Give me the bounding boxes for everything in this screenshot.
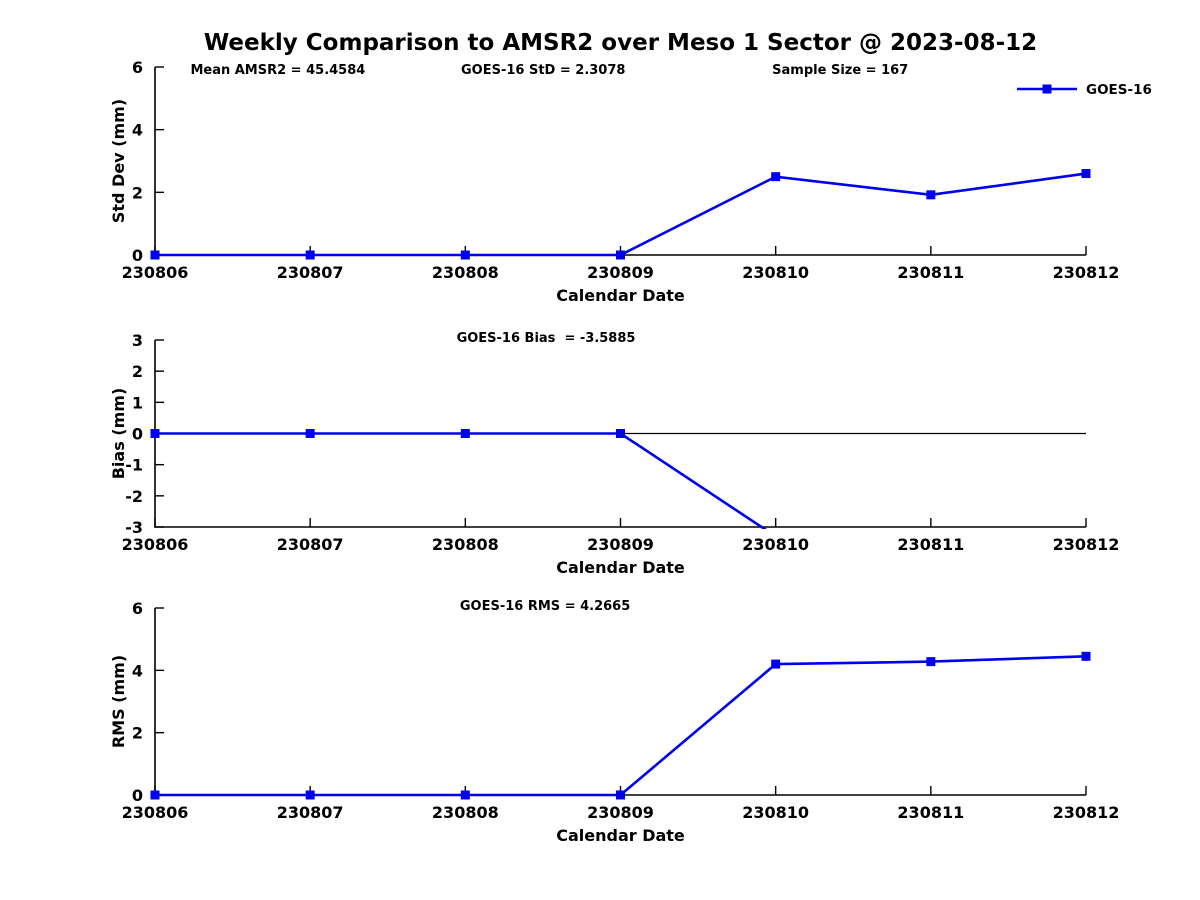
data-point-marker <box>150 250 160 260</box>
y-tick-label: 6 <box>132 599 143 618</box>
x-tick-label: 230809 <box>587 803 654 822</box>
data-point-marker <box>150 429 160 438</box>
y-tick-label: 1 <box>132 393 143 412</box>
axes-frame <box>154 608 1086 796</box>
annotation: GOES-16 StD = 2.3078 <box>461 63 625 78</box>
data-point-marker <box>460 250 470 260</box>
x-tick-label: 230810 <box>742 263 809 282</box>
annotation: Mean AMSR2 = 45.4584 <box>190 63 365 78</box>
x-tick-label: 230811 <box>897 263 964 282</box>
subplot-stddev: 0 2 4 6 230806 230807 230808 230809 230810 230811… <box>109 58 1152 305</box>
x-tick-label: 230808 <box>432 803 499 822</box>
x-tick-label: 230811 <box>897 803 964 822</box>
y-tick-label: 4 <box>132 121 143 140</box>
y-tick-label: 0 <box>132 425 143 444</box>
x-tick-label: 230810 <box>742 803 809 822</box>
data-point-marker <box>1081 169 1091 179</box>
x-tick-label: 230811 <box>897 535 964 554</box>
data-line <box>155 172 1087 257</box>
data-point-marker <box>926 190 936 200</box>
data-point-marker <box>1081 651 1091 661</box>
subplot-rms: 0 2 4 6 230806 230807 230808 230809 230810 230811… <box>109 599 1119 845</box>
data-point-marker <box>771 172 781 182</box>
data-point-marker <box>150 790 160 800</box>
y-tick-label: 2 <box>132 183 143 202</box>
annotation: GOES-16 RMS = 4.2665 <box>460 599 630 614</box>
x-tick-label: 230808 <box>432 535 499 554</box>
x-tick-label: 230806 <box>122 803 189 822</box>
x-tick-label: 230807 <box>277 263 344 282</box>
x-tick-label: 230808 <box>432 263 499 282</box>
data-point-marker <box>926 657 936 667</box>
legend: GOES-16 <box>1017 82 1152 98</box>
y-tick-label: 0 <box>132 786 143 805</box>
x-axis-label: Calendar Date <box>556 826 685 845</box>
y-tick-label: 2 <box>132 724 143 743</box>
annotation: GOES-16 Bias = -3.5885 <box>457 331 636 346</box>
x-axis-label: Calendar Date <box>556 286 685 305</box>
data-point-marker <box>616 429 625 438</box>
y-tick-label: 0 <box>132 246 143 265</box>
figure-title: Weekly Comparison to AMSR2 over Meso 1 S… <box>203 30 1038 56</box>
x-tick-label: 230809 <box>587 263 654 282</box>
data-point-marker <box>616 790 625 800</box>
y-tick-label: -3 <box>125 518 143 537</box>
x-tick-label: 230807 <box>277 803 344 822</box>
subplot-bias: -3 -2 -1 0 1 2 3 230806 230807 230808 230809 230810… <box>109 331 1119 577</box>
data-point-marker <box>616 250 625 260</box>
x-axis-label: Calendar Date <box>556 558 685 577</box>
y-tick-label: 6 <box>132 58 143 77</box>
y-tick-label: 2 <box>132 362 143 381</box>
legend-marker <box>1042 84 1052 94</box>
x-tick-label: 230812 <box>1053 263 1120 282</box>
data-point-marker <box>305 250 315 260</box>
legend-label: GOES-16 <box>1086 82 1152 98</box>
x-tick-label: 230806 <box>122 263 189 282</box>
x-tick-label: 230810 <box>742 535 809 554</box>
x-tick-label: 230812 <box>1053 535 1120 554</box>
y-tick-label: 3 <box>132 331 143 350</box>
x-tick-label: 230812 <box>1053 803 1120 822</box>
annotation: Sample Size = 167 <box>772 63 908 78</box>
y-axis-label: Std Dev (mm) <box>109 99 128 223</box>
y-axis-label: RMS (mm) <box>109 655 128 748</box>
data-point-marker <box>460 429 470 438</box>
data-point-marker <box>460 790 470 800</box>
x-tick-label: 230809 <box>587 535 654 554</box>
y-tick-label: -1 <box>125 456 143 475</box>
axes-frame <box>154 67 1086 256</box>
data-point-marker <box>305 429 315 438</box>
x-tick-label: 230807 <box>277 535 344 554</box>
x-tick-label: 230806 <box>122 535 189 554</box>
data-line <box>155 655 1087 797</box>
y-axis-label: Bias (mm) <box>109 388 128 480</box>
data-point-marker <box>771 659 781 669</box>
y-tick-label: 4 <box>132 661 143 680</box>
y-tick-label: -2 <box>125 487 143 506</box>
data-point-marker <box>305 790 315 800</box>
